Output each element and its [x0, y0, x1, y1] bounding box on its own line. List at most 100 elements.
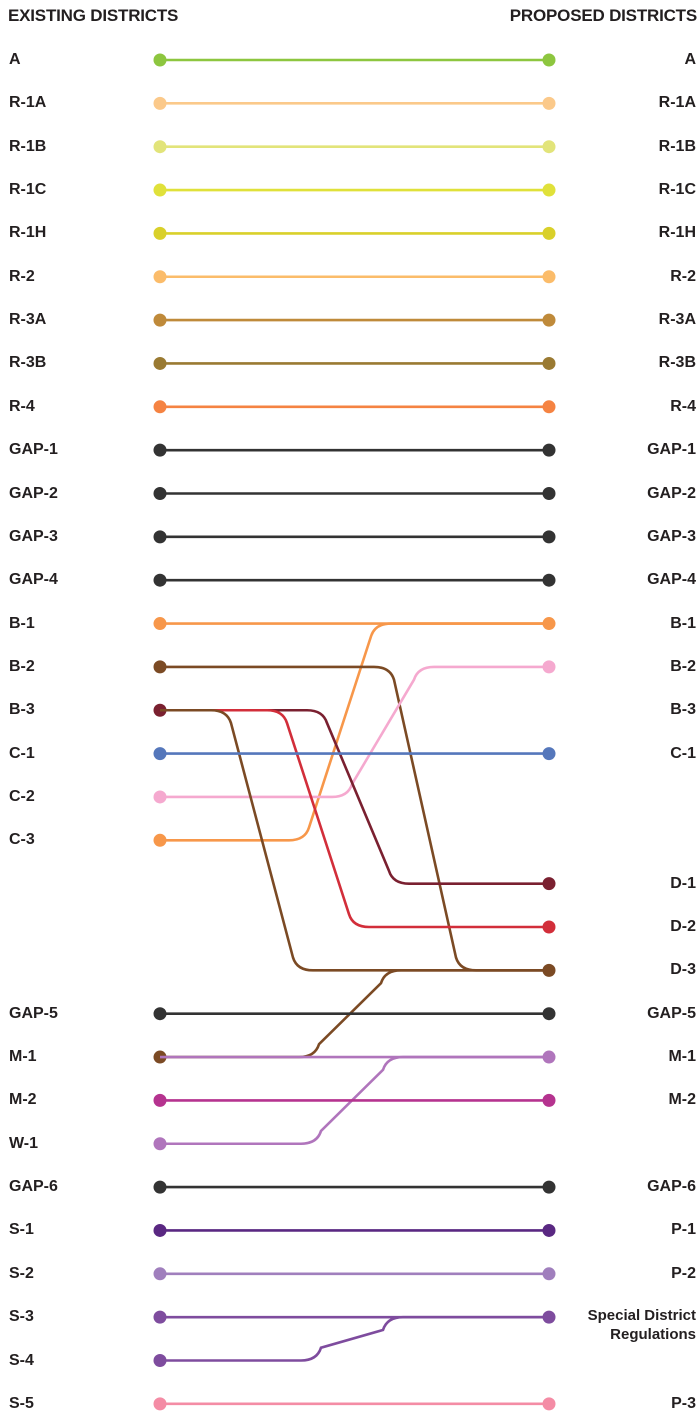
existing-label-b-1: B-1	[9, 614, 35, 632]
existing-node-r-1h	[153, 226, 167, 240]
proposed-label-gap-1: GAP-1	[647, 441, 696, 459]
existing-node-gap-5	[153, 1007, 167, 1021]
existing-node-r-3a	[153, 313, 167, 327]
proposed-label-r-1a: R-1A	[658, 94, 696, 112]
proposed-node-m-2	[542, 1093, 556, 1107]
existing-label-r-2: R-2	[9, 267, 35, 285]
proposed-label-d-2: D-2	[670, 918, 696, 935]
existing-label-gap-1: GAP-1	[9, 441, 58, 459]
existing-label-gap-5: GAP-5	[9, 1004, 58, 1022]
proposed-node-gap-1	[542, 443, 556, 457]
proposed-node-gap-5	[542, 1007, 556, 1021]
existing-label-s-3: S-3	[9, 1308, 34, 1326]
existing-label-r-3b: R-3B	[9, 354, 47, 372]
existing-label-b-3: B-3	[9, 701, 35, 719]
existing-label-s-4: S-4	[9, 1351, 34, 1369]
existing-node-a	[153, 53, 167, 67]
existing-label-s-2: S-2	[9, 1264, 34, 1282]
existing-label-s-1: S-1	[9, 1221, 34, 1239]
proposed-label-a: A	[684, 51, 696, 68]
proposed-label-gap-6: GAP-6	[647, 1178, 696, 1196]
proposed-node-r-1b	[542, 140, 556, 154]
proposed-label-b-2: B-2	[670, 657, 696, 675]
proposed-node-c-1	[542, 747, 556, 761]
existing-node-s-4	[153, 1354, 167, 1367]
proposed-label-gap-5: GAP-5	[647, 1004, 696, 1022]
existing-node-c-1	[153, 747, 167, 761]
existing-node-s-3	[153, 1310, 167, 1324]
proposed-node-d-1	[542, 877, 556, 891]
existing-label-r-1h: R-1H	[9, 224, 47, 242]
proposed-node-gap-3	[542, 530, 556, 544]
proposed-label-m-2: M-2	[668, 1091, 696, 1109]
existing-label-s-5: S-5	[9, 1394, 34, 1412]
existing-label-r-1b: R-1B	[9, 137, 47, 155]
proposed-node-p-1	[542, 1223, 556, 1237]
existing-node-b-2	[153, 660, 167, 674]
proposed-node-gap-6	[542, 1180, 556, 1194]
existing-node-r-4	[153, 400, 167, 414]
proposed-label-d-1: D-1	[670, 874, 696, 892]
proposed-label-r-1h: R-1H	[658, 224, 696, 242]
existing-node-s-5	[153, 1397, 167, 1411]
existing-label-gap-2: GAP-2	[9, 484, 58, 502]
proposed-node-r-1c	[542, 183, 556, 197]
existing-label-r-3a: R-3A	[9, 311, 47, 329]
proposed-districts-header: PROPOSED DISTRICTS	[509, 6, 697, 25]
existing-node-gap-1	[153, 443, 167, 457]
proposed-label-d-3: D-3	[670, 961, 696, 979]
existing-label-r-1a: R-1A	[9, 94, 47, 112]
existing-node-r-1c	[153, 183, 167, 197]
existing-node-gap-6	[153, 1180, 167, 1194]
connector-s-4-to-special-district-regulations	[160, 1315, 549, 1362]
proposed-label-gap-4: GAP-4	[647, 571, 696, 589]
existing-label-gap-4: GAP-4	[9, 571, 58, 589]
existing-node-w-1	[153, 1137, 167, 1151]
proposed-label-b-3: B-3	[670, 701, 696, 719]
proposed-label-r-2: R-2	[670, 267, 696, 285]
existing-label-r-1c: R-1C	[9, 181, 47, 199]
connector-c-2-to-b-2	[160, 665, 549, 799]
existing-node-r-2	[153, 270, 167, 284]
connector-c-3-to-b-1	[160, 622, 549, 842]
existing-label-c-1: C-1	[9, 744, 35, 762]
proposed-node-b-2	[542, 660, 556, 674]
existing-node-c-3	[153, 833, 167, 847]
connector-b-3-to-d-2	[160, 708, 549, 929]
existing-node-b-1	[153, 617, 167, 631]
existing-label-gap-3: GAP-3	[9, 527, 58, 545]
proposed-label-r-1b: R-1B	[658, 137, 696, 155]
proposed-label-gap-2: GAP-2	[647, 484, 696, 502]
existing-label-gap-6: GAP-6	[9, 1178, 58, 1196]
existing-label-c-2: C-2	[9, 787, 35, 805]
proposed-label-r-3b: R-3B	[658, 354, 696, 372]
proposed-node-d-2	[542, 920, 556, 934]
proposed-node-r-1a	[542, 96, 556, 110]
proposed-label-r-1c: R-1C	[658, 181, 696, 199]
proposed-label-r-4: R-4	[670, 397, 696, 415]
existing-node-c-2	[153, 790, 167, 804]
existing-node-gap-2	[153, 487, 167, 500]
existing-label-b-2: B-2	[9, 657, 35, 675]
existing-label-r-4: R-4	[9, 397, 35, 415]
proposed-node-r-1h	[542, 226, 556, 240]
proposed-node-p-2	[542, 1267, 556, 1281]
existing-districts-header: EXISTING DISTRICTS	[8, 6, 179, 25]
connector-b-3-to-d-3	[160, 708, 549, 972]
existing-label-w-1: W-1	[9, 1134, 39, 1152]
connector-b-3-to-d-1	[160, 708, 549, 885]
proposed-node-gap-4	[542, 573, 556, 587]
existing-node-s-1	[153, 1223, 167, 1237]
proposed-label-gap-3: GAP-3	[647, 527, 696, 545]
existing-label-a: A	[9, 51, 21, 68]
existing-label-m-1: M-1	[9, 1048, 37, 1066]
proposed-node-a	[542, 53, 556, 67]
existing-label-c-3: C-3	[9, 831, 35, 849]
proposed-node-r-3b	[542, 356, 556, 370]
proposed-node-gap-2	[542, 487, 556, 500]
proposed-label-r-3a: R-3A	[658, 311, 696, 329]
existing-node-m-2	[153, 1093, 167, 1107]
proposed-node-r-3a	[542, 313, 556, 327]
existing-node-gap-3	[153, 530, 167, 544]
